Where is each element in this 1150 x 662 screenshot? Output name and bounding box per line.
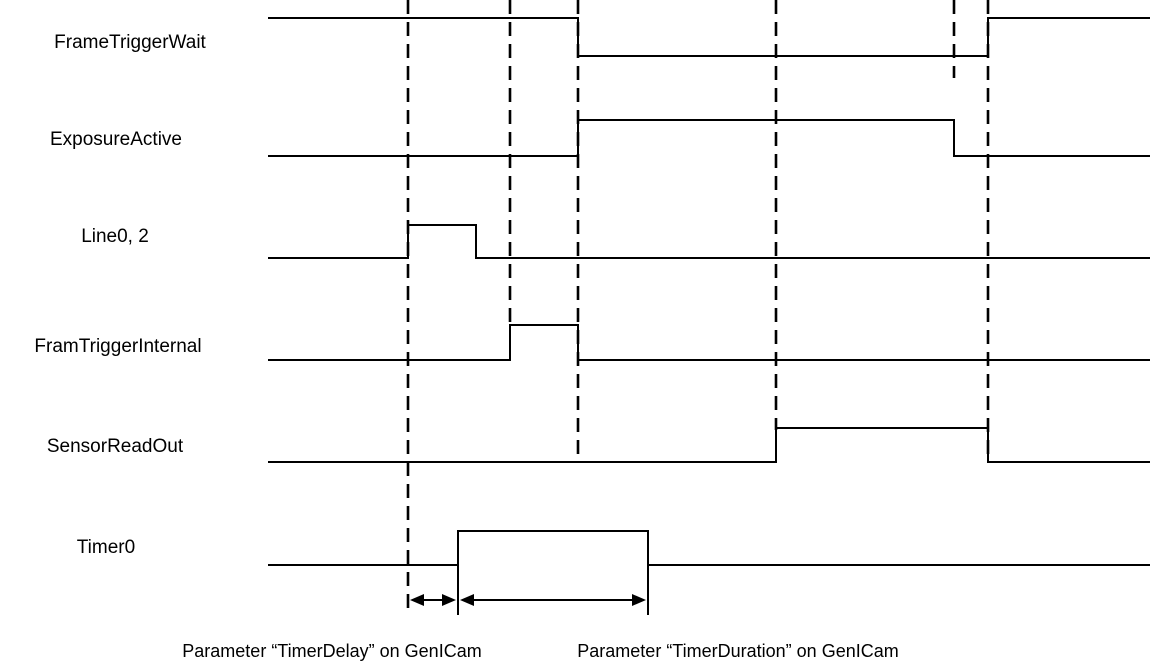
waveform-timer0 — [268, 530, 1150, 566]
timer-delay-annotation: Parameter “TimerDelay” on GenICam — [182, 641, 481, 661]
timer-duration-arrowhead-right — [632, 594, 646, 606]
waveform-sensor-read-out — [268, 427, 1150, 463]
signal-label-fram-trigger-internal: FramTriggerInternal — [34, 336, 201, 357]
signal-label-frame-trigger-wait: FrameTriggerWait — [54, 32, 206, 53]
waveform-fram-trigger-internal — [268, 324, 1150, 361]
timer-delay-arrowhead-right — [442, 594, 456, 606]
signal-label-line0-2: Line0, 2 — [81, 226, 149, 247]
timer-delay-arrowhead-left — [410, 594, 424, 606]
timer-duration-arrowhead-left — [460, 594, 474, 606]
signal-label-timer0: Timer0 — [77, 537, 135, 558]
waveform-exposure-active — [268, 119, 1150, 157]
timer-duration-annotation: Parameter “TimerDuration” on GenICam — [577, 641, 898, 661]
signal-label-exposure-active: ExposureActive — [50, 129, 182, 150]
waveform-frame-trigger-wait — [268, 17, 1150, 57]
waveform-line0-2 — [268, 224, 1150, 259]
signal-label-sensor-read-out: SensorReadOut — [47, 436, 184, 457]
